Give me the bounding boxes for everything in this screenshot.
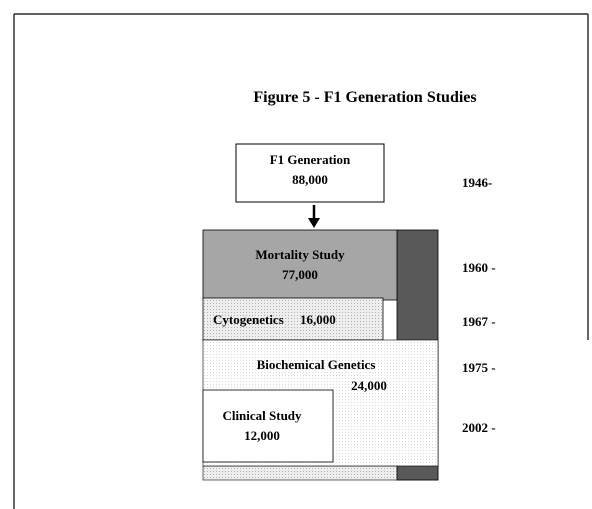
box-count: 24,000: [351, 378, 387, 393]
box-label: Biochemical Genetics: [257, 357, 376, 372]
figure-title: Figure 5 - F1 Generation Studies: [253, 89, 476, 106]
year-label: 2002 -: [462, 420, 496, 435]
box-count: 88,000: [292, 172, 328, 187]
clinical-box: [202, 389, 334, 463]
mortality-box: [202, 229, 398, 301]
f1-box: [235, 143, 385, 203]
cytogenetics-box: [202, 297, 384, 341]
box-label: Mortality Study: [255, 247, 345, 262]
box-count: 16,000: [300, 312, 336, 327]
box-count: 77,000: [282, 267, 318, 282]
box-label: Cytogenetics: [213, 312, 284, 327]
year-label: 1975 -: [462, 360, 496, 375]
year-label: 1960 -: [462, 260, 496, 275]
box-count: 12,000: [244, 428, 280, 443]
box-label: F1 Generation: [270, 152, 351, 167]
year-label: 1967 -: [462, 314, 496, 329]
year-label: 1946-: [462, 175, 492, 190]
arrow: [308, 205, 320, 228]
frame: [13, 13, 589, 509]
box-label: Clinical Study: [222, 408, 302, 423]
